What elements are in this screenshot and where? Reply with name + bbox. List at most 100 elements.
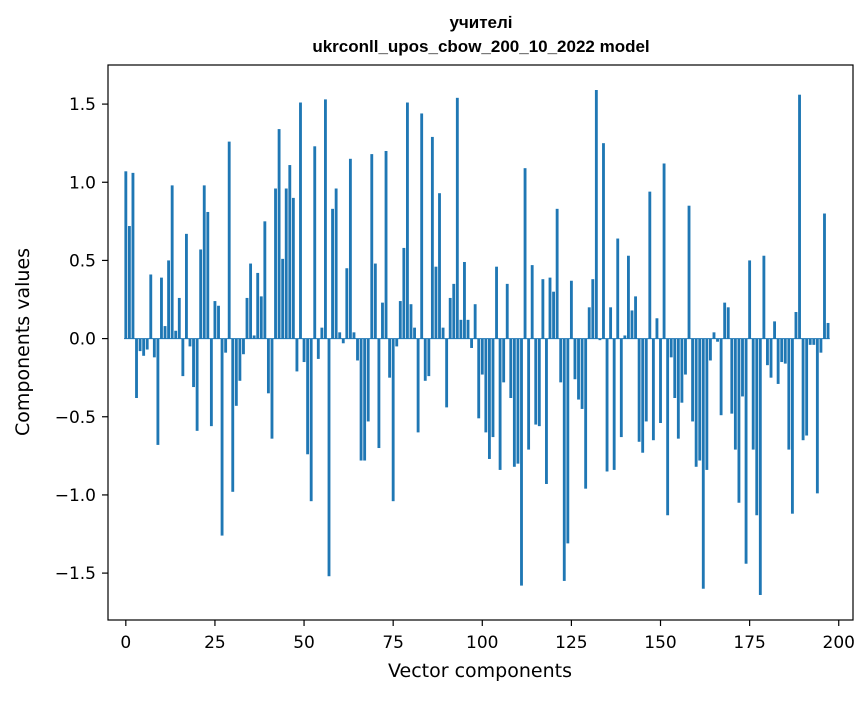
bar bbox=[391, 338, 395, 502]
bar bbox=[755, 338, 759, 516]
bar bbox=[712, 332, 716, 339]
bar-series bbox=[124, 90, 830, 595]
bar bbox=[420, 113, 424, 339]
bar bbox=[438, 193, 441, 339]
bar bbox=[644, 338, 648, 422]
bar bbox=[373, 263, 377, 339]
bar bbox=[484, 338, 488, 433]
bar bbox=[441, 327, 445, 339]
bar bbox=[377, 338, 381, 449]
bar bbox=[448, 297, 452, 339]
bar bbox=[388, 338, 392, 378]
bar bbox=[402, 247, 406, 339]
bar bbox=[776, 338, 780, 384]
x-tick-label: 25 bbox=[204, 633, 226, 653]
y-tick-label: 0.5 bbox=[69, 251, 96, 271]
bar bbox=[409, 304, 413, 339]
bar bbox=[145, 338, 149, 350]
bar bbox=[495, 266, 498, 339]
bar bbox=[338, 332, 342, 339]
bar bbox=[463, 261, 466, 339]
bar bbox=[637, 338, 641, 442]
bar bbox=[512, 338, 516, 467]
bar bbox=[598, 338, 602, 341]
bar bbox=[281, 258, 285, 339]
bar bbox=[602, 143, 605, 339]
bar bbox=[381, 302, 384, 339]
bar bbox=[701, 338, 705, 589]
bar bbox=[202, 185, 206, 339]
bar bbox=[669, 338, 673, 358]
bar bbox=[270, 338, 274, 439]
bar bbox=[345, 268, 349, 339]
bar bbox=[416, 338, 420, 433]
bar bbox=[455, 97, 459, 339]
bar bbox=[594, 90, 598, 339]
bar bbox=[562, 338, 566, 581]
bar bbox=[277, 129, 281, 339]
bar bbox=[780, 338, 784, 363]
x-axis: 0 25 50 75 100 125 150 175 200 bbox=[120, 620, 855, 653]
bar bbox=[823, 213, 826, 339]
bar bbox=[252, 335, 256, 339]
bar bbox=[152, 338, 156, 358]
bar bbox=[195, 338, 199, 431]
bar bbox=[520, 338, 523, 586]
x-axis-label: Vector components bbox=[388, 660, 572, 682]
bar bbox=[177, 297, 181, 339]
bar bbox=[316, 338, 320, 359]
bar bbox=[616, 238, 620, 339]
bar bbox=[209, 338, 213, 427]
bar bbox=[434, 266, 438, 339]
y-tick-label: −1.0 bbox=[55, 486, 96, 506]
bar bbox=[766, 338, 769, 366]
bar bbox=[541, 279, 545, 339]
bar bbox=[673, 338, 677, 398]
bar bbox=[687, 205, 691, 339]
bar bbox=[680, 338, 684, 403]
bar bbox=[487, 338, 491, 459]
bar bbox=[801, 338, 805, 441]
bar bbox=[359, 338, 363, 461]
bar bbox=[413, 327, 416, 339]
bar bbox=[466, 319, 470, 339]
bar bbox=[737, 338, 741, 503]
bar bbox=[320, 327, 324, 339]
bar bbox=[263, 221, 267, 339]
bar bbox=[705, 338, 709, 470]
bar bbox=[266, 338, 270, 394]
bar bbox=[516, 338, 520, 464]
x-tick-label: 200 bbox=[823, 633, 855, 653]
bar bbox=[341, 338, 345, 344]
bar bbox=[527, 338, 531, 450]
bar bbox=[295, 338, 299, 372]
bar bbox=[142, 338, 146, 356]
bar bbox=[534, 338, 538, 425]
bar bbox=[708, 338, 712, 361]
bar bbox=[135, 338, 138, 398]
bar bbox=[805, 338, 809, 436]
bar bbox=[231, 338, 235, 492]
bar bbox=[306, 338, 310, 455]
bar bbox=[798, 94, 801, 339]
bar bbox=[445, 338, 449, 408]
bar bbox=[174, 330, 178, 339]
bar bbox=[348, 158, 352, 339]
bar bbox=[149, 274, 153, 339]
y-tick-label: −1.5 bbox=[55, 564, 96, 584]
bar bbox=[659, 338, 662, 424]
bar bbox=[227, 141, 231, 339]
bar bbox=[509, 338, 513, 398]
bar bbox=[630, 310, 634, 339]
bar bbox=[666, 338, 670, 516]
bar bbox=[213, 301, 217, 339]
bar bbox=[313, 146, 317, 339]
bar bbox=[138, 338, 142, 352]
bar bbox=[790, 338, 794, 514]
x-tick-label: 0 bbox=[120, 633, 131, 653]
bar bbox=[167, 260, 171, 339]
bar bbox=[723, 302, 727, 339]
bar bbox=[634, 296, 637, 339]
bar bbox=[794, 312, 798, 339]
